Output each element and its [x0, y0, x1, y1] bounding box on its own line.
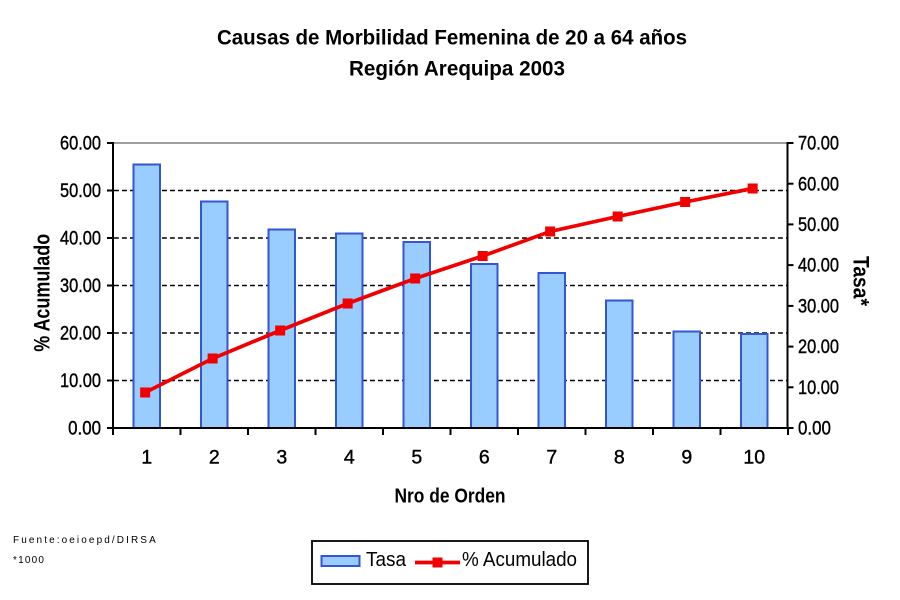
svg-text:60.00: 60.00	[60, 133, 101, 155]
svg-text:Tasa*: Tasa*	[849, 256, 874, 306]
svg-text:30.00: 30.00	[798, 296, 839, 318]
svg-text:30.00: 30.00	[60, 275, 101, 297]
svg-text:9: 9	[681, 446, 692, 468]
svg-text:10.00: 10.00	[60, 370, 101, 392]
svg-text:6: 6	[479, 446, 490, 468]
svg-text:0.00: 0.00	[68, 418, 101, 440]
svg-text:Tasa: Tasa	[366, 548, 407, 571]
svg-text:3: 3	[276, 446, 287, 468]
svg-text:Fuente:oeioepd/DIRSA: Fuente:oeioepd/DIRSA	[13, 535, 158, 546]
svg-text:1: 1	[141, 446, 152, 468]
svg-text:50.00: 50.00	[798, 214, 839, 236]
svg-text:8: 8	[614, 446, 625, 468]
svg-text:40.00: 40.00	[60, 228, 101, 250]
svg-text:% Acumulado: % Acumulado	[30, 234, 55, 352]
svg-text:10.00: 10.00	[798, 377, 839, 399]
svg-text:% Acumulado: % Acumulado	[462, 548, 577, 571]
svg-text:4: 4	[344, 446, 355, 468]
svg-text:20.00: 20.00	[60, 323, 101, 345]
svg-text:0.00: 0.00	[798, 418, 831, 440]
svg-text:60.00: 60.00	[798, 173, 839, 195]
svg-text:*1000: *1000	[13, 555, 45, 566]
svg-text:5: 5	[411, 446, 422, 468]
svg-text:7: 7	[546, 446, 557, 468]
svg-text:50.00: 50.00	[60, 180, 101, 202]
svg-text:10: 10	[743, 446, 765, 468]
svg-text:2: 2	[209, 446, 220, 468]
svg-text:Nro de Orden: Nro de Orden	[395, 486, 506, 508]
svg-text:Causas de Morbilidad Femenina: Causas de Morbilidad Femenina de 20 a 64…	[217, 26, 687, 50]
svg-text:20.00: 20.00	[798, 336, 839, 358]
svg-text:40.00: 40.00	[798, 255, 839, 277]
svg-text:70.00: 70.00	[798, 133, 839, 155]
svg-text:Región Arequipa 2003: Región Arequipa 2003	[349, 57, 565, 81]
